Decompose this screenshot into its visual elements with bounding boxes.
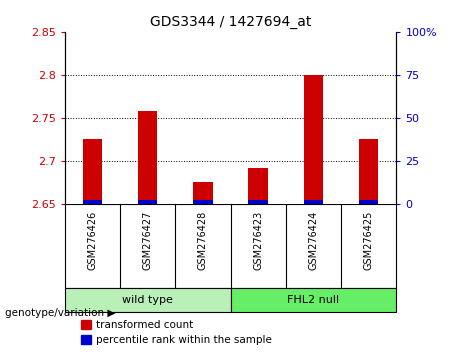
FancyBboxPatch shape — [65, 287, 230, 312]
Text: GSM276424: GSM276424 — [308, 210, 319, 269]
Text: GSM276423: GSM276423 — [253, 210, 263, 269]
Bar — [138, 200, 157, 204]
Text: FHL2 null: FHL2 null — [287, 295, 340, 305]
Bar — [193, 200, 213, 204]
Bar — [138, 111, 157, 204]
Bar — [248, 200, 268, 204]
Bar — [248, 167, 268, 204]
Bar — [304, 75, 323, 204]
Bar — [83, 200, 102, 204]
Text: GSM276428: GSM276428 — [198, 210, 208, 269]
FancyBboxPatch shape — [230, 287, 396, 312]
Text: GSM276427: GSM276427 — [142, 210, 153, 270]
Bar — [359, 200, 378, 204]
Bar — [359, 139, 378, 204]
Text: genotype/variation ▶: genotype/variation ▶ — [5, 308, 115, 318]
Bar — [304, 200, 323, 204]
Text: GSM276426: GSM276426 — [87, 210, 97, 269]
Text: GSM276425: GSM276425 — [364, 210, 374, 270]
Title: GDS3344 / 1427694_at: GDS3344 / 1427694_at — [150, 16, 311, 29]
Text: wild type: wild type — [122, 295, 173, 305]
Legend: transformed count, percentile rank within the sample: transformed count, percentile rank withi… — [77, 316, 276, 349]
Bar — [193, 182, 213, 204]
Bar — [83, 139, 102, 204]
